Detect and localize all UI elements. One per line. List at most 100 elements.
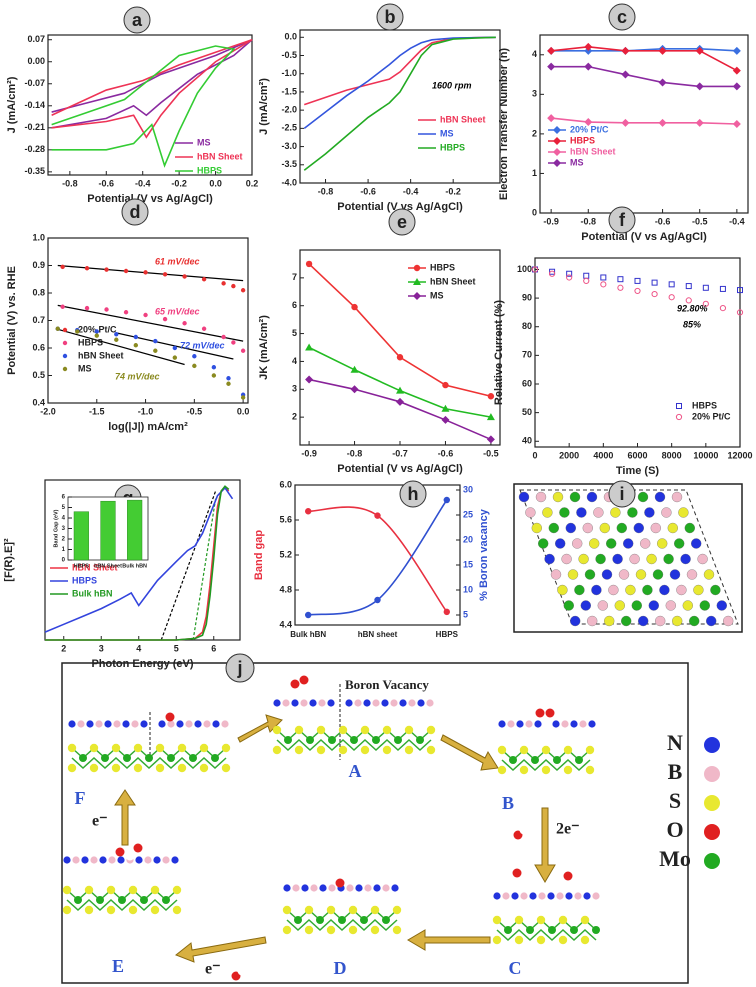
legend-key: [553, 159, 561, 167]
data-point: [719, 285, 726, 292]
atom: [544, 553, 555, 565]
atom: [158, 720, 166, 728]
data-point: [486, 435, 495, 444]
x-tick-label: 8000: [662, 450, 682, 460]
legend-key: [413, 292, 421, 300]
atom: [417, 699, 425, 707]
atom: [514, 915, 524, 925]
atom: [113, 720, 121, 728]
atom: [648, 600, 659, 611]
x-tick-label: 2: [61, 643, 66, 653]
y-tick-label: 4: [62, 516, 66, 522]
y-tick-label: 1: [532, 168, 537, 178]
atom: [348, 905, 358, 915]
atom: [492, 915, 502, 925]
atom: [355, 884, 363, 892]
atom: [133, 763, 143, 773]
atom: [580, 600, 591, 611]
atom: [642, 584, 653, 596]
atom: [555, 538, 566, 549]
atom: [416, 736, 424, 744]
data-point: [94, 333, 99, 338]
data-point: [486, 413, 495, 421]
atom: [678, 507, 689, 518]
y-tick-label: 1.0: [32, 232, 45, 242]
legend-label: 20% Pt/C: [570, 124, 609, 134]
atom: [561, 720, 569, 728]
x-tick-label: -2.0: [40, 406, 56, 416]
y-tick-label: 80: [522, 321, 532, 331]
atom: [133, 843, 143, 853]
y-tick-label: 2: [62, 537, 66, 543]
atom: [569, 863, 579, 873]
atom: [599, 522, 610, 534]
data-point: [443, 608, 450, 616]
legend-label: 20% Pt/C: [692, 411, 731, 421]
x-tick-label: -0.7: [392, 448, 408, 458]
legend-label: MS: [570, 157, 584, 167]
y-tick-label: 0.5: [32, 370, 45, 380]
y-tick-label: 0.4: [32, 397, 45, 407]
atom: [535, 708, 545, 718]
atom: [584, 569, 596, 580]
atom: [176, 720, 184, 728]
atom: [155, 763, 165, 773]
atom: [338, 745, 348, 755]
atom: [669, 569, 681, 580]
legend-label: MS: [440, 128, 454, 138]
data-point: [114, 337, 119, 342]
series-line: [308, 499, 448, 616]
atom: [392, 925, 402, 935]
y-tick-label: 100: [517, 264, 532, 274]
atom: [534, 720, 542, 728]
atom: [177, 743, 187, 753]
atom: [231, 971, 241, 981]
atom: [290, 679, 300, 689]
data-point: [600, 274, 607, 281]
atom: [541, 765, 551, 775]
data-point: [60, 264, 65, 270]
atom: [519, 765, 529, 775]
series-line: [551, 117, 737, 125]
data-point: [547, 46, 556, 55]
atom: [637, 491, 649, 503]
annotation: 74 mV/dec: [115, 371, 160, 381]
panel-badge: [388, 208, 416, 236]
legend-key: [62, 353, 68, 359]
atom: [655, 615, 666, 627]
state-label: D: [334, 958, 347, 978]
atom: [426, 725, 436, 735]
atom: [128, 885, 138, 895]
atom: [326, 905, 336, 915]
atom: [177, 763, 187, 773]
atom: [382, 745, 392, 755]
bond: [286, 918, 398, 932]
atom: [640, 538, 651, 549]
panel-badge: [225, 653, 255, 683]
atom: [587, 615, 598, 627]
x-tick-label: -0.9: [543, 216, 559, 226]
data-point: [201, 326, 207, 331]
x-tick-label: 5: [174, 643, 179, 653]
legend-label: HBPS: [570, 135, 595, 145]
legend-key: [553, 148, 561, 156]
y-tick-label: 0.6: [32, 342, 45, 352]
legend-key: [62, 327, 68, 333]
atom: [319, 884, 327, 892]
atom: [548, 926, 556, 934]
panel-label: i: [619, 484, 624, 504]
data-point: [240, 348, 246, 353]
atom: [165, 712, 175, 722]
y-tick-label: 0.00: [27, 56, 45, 66]
atom: [84, 905, 94, 915]
data-point: [153, 348, 158, 353]
atom: [536, 935, 546, 945]
atom: [635, 569, 647, 580]
atom: [519, 745, 529, 755]
atom: [272, 745, 282, 755]
atom: [552, 491, 564, 503]
atom: [684, 522, 695, 534]
atom: [511, 892, 519, 900]
atom: [294, 916, 302, 924]
atom: [671, 491, 683, 503]
